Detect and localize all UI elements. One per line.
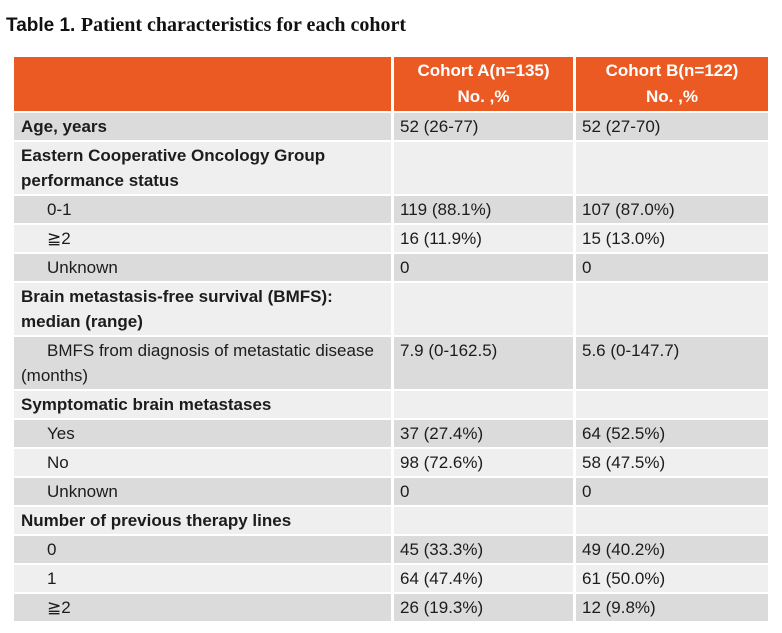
- cohort-b-value: 64 (52.5%): [576, 420, 768, 447]
- header-cohort-b-line2: No. ,%: [646, 87, 698, 106]
- table-row: BMFS from diagnosis of metastatic diseas…: [14, 337, 768, 389]
- table-header-row: Cohort A(n=135) No. ,% Cohort B(n=122) N…: [14, 57, 768, 111]
- table-row: 1 64 (47.4%) 61 (50.0%): [14, 565, 768, 592]
- cohort-a-value: 64 (47.4%): [394, 565, 573, 592]
- row-label: ≧2: [14, 594, 391, 621]
- row-label: 0-1: [14, 196, 391, 223]
- row-label: No: [14, 449, 391, 476]
- row-label: ≧2: [14, 225, 391, 252]
- table-row: ≧2 26 (19.3%) 12 (9.8%): [14, 594, 768, 621]
- cohort-b-value: 12 (9.8%): [576, 594, 768, 621]
- cohort-a-value: 0: [394, 254, 573, 281]
- table-row: Eastern Cooperative Oncology Group perfo…: [14, 142, 768, 194]
- cohort-a-value: 52 (26-77): [394, 113, 573, 140]
- cohort-b-value: 0: [576, 254, 768, 281]
- table-body: Age, years 52 (26-77) 52 (27-70) Eastern Co…: [14, 113, 768, 621]
- header-cell-cohort-a: Cohort A(n=135) No. ,%: [394, 57, 573, 111]
- cohort-a-value: [394, 283, 573, 335]
- cohort-a-value: [394, 142, 573, 194]
- table-row: Unknown 0 0: [14, 254, 768, 281]
- row-label: Brain metastasis-free survival (BMFS): m…: [14, 283, 391, 335]
- cohort-b-value: 49 (40.2%): [576, 536, 768, 563]
- row-label: Eastern Cooperative Oncology Group perfo…: [14, 142, 391, 194]
- cohort-a-value: 45 (33.3%): [394, 536, 573, 563]
- cohort-b-value: 52 (27-70): [576, 113, 768, 140]
- cohort-b-value: 5.6 (0-147.7): [576, 337, 768, 389]
- cohort-a-value: 26 (19.3%): [394, 594, 573, 621]
- header-cell-cohort-b: Cohort B(n=122) No. ,%: [576, 57, 768, 111]
- cohort-b-value: 0: [576, 478, 768, 505]
- row-label: BMFS from diagnosis of metastatic diseas…: [14, 337, 391, 389]
- cohort-b-value: [576, 283, 768, 335]
- patient-characteristics-table: Cohort A(n=135) No. ,% Cohort B(n=122) N…: [14, 57, 768, 623]
- cohort-a-value: 119 (88.1%): [394, 196, 573, 223]
- cohort-a-value: 0: [394, 478, 573, 505]
- row-label: 0: [14, 536, 391, 563]
- cohort-b-value: [576, 391, 768, 418]
- table-title: Table 1. Patient characteristics for eac…: [0, 0, 782, 39]
- header-cohort-b-line1: Cohort B(n=122): [605, 61, 739, 80]
- row-label: Number of previous therapy lines: [14, 507, 391, 534]
- row-label: Yes: [14, 420, 391, 447]
- row-label: Age, years: [14, 113, 391, 140]
- cohort-a-value: 16 (11.9%): [394, 225, 573, 252]
- table-row: ≧2 16 (11.9%) 15 (13.0%): [14, 225, 768, 252]
- table-row: Unknown 0 0: [14, 478, 768, 505]
- table-title-prefix: Table 1.: [6, 15, 76, 36]
- table-row: Brain metastasis-free survival (BMFS): m…: [14, 283, 768, 335]
- table-row: Age, years 52 (26-77) 52 (27-70): [14, 113, 768, 140]
- cohort-a-value: [394, 391, 573, 418]
- row-label: Unknown: [14, 254, 391, 281]
- cohort-a-value: [394, 507, 573, 534]
- table-row: 0-1 119 (88.1%) 107 (87.0%): [14, 196, 768, 223]
- cohort-a-value: 37 (27.4%): [394, 420, 573, 447]
- cohort-b-value: [576, 142, 768, 194]
- cohort-b-value: [576, 507, 768, 534]
- cohort-a-value: 98 (72.6%): [394, 449, 573, 476]
- cohort-b-value: 61 (50.0%): [576, 565, 768, 592]
- table-row: No 98 (72.6%) 58 (47.5%): [14, 449, 768, 476]
- table-row: Symptomatic brain metastases: [14, 391, 768, 418]
- cohort-a-value: 7.9 (0-162.5): [394, 337, 573, 389]
- header-cohort-a-line1: Cohort A(n=135): [417, 61, 550, 80]
- header-cohort-a-line2: No. ,%: [457, 87, 510, 106]
- cohort-b-value: 58 (47.5%): [576, 449, 768, 476]
- table-row: Number of previous therapy lines: [14, 507, 768, 534]
- table-row: Yes 37 (27.4%) 64 (52.5%): [14, 420, 768, 447]
- cohort-b-value: 107 (87.0%): [576, 196, 768, 223]
- header-cell-empty: [14, 57, 391, 111]
- cohort-b-value: 15 (13.0%): [576, 225, 768, 252]
- table-title-text: Patient characteristics for each cohort: [80, 14, 406, 36]
- row-label: Symptomatic brain metastases: [14, 391, 391, 418]
- row-label: 1: [14, 565, 391, 592]
- row-label: Unknown: [14, 478, 391, 505]
- table-row: 0 45 (33.3%) 49 (40.2%): [14, 536, 768, 563]
